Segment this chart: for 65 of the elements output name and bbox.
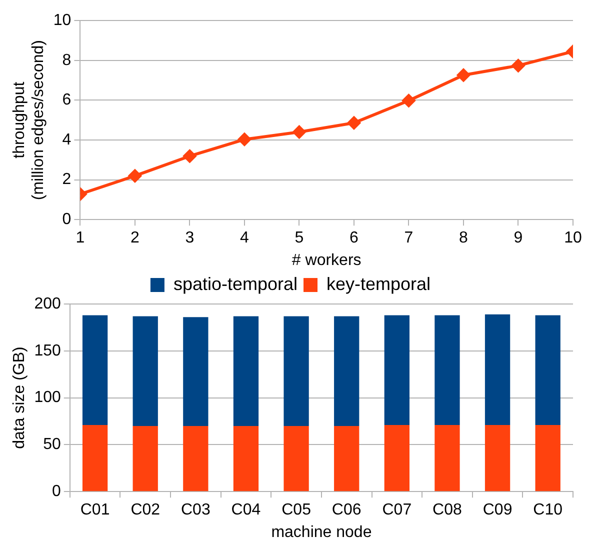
bar [384,425,410,492]
y-tick-label: 0 [62,211,72,228]
x-axis-title: machine node [271,524,372,541]
x-tick-label: C06 [332,502,362,519]
legend-label: spatio-temporal [173,274,298,294]
bar [82,315,108,425]
x-tick-label: 7 [404,230,414,247]
y-tick-label: 2 [62,171,72,188]
bar [484,425,510,492]
x-axis-title: # workers [292,252,362,269]
x-tick-label: C01 [80,502,110,519]
bar [233,316,259,426]
x-tick-label: C10 [533,502,563,519]
bar [233,426,259,492]
x-tick-label: C02 [130,502,160,519]
bar [284,316,309,426]
bar [535,425,560,492]
bar [535,315,560,425]
x-tick-label: C08 [432,502,462,519]
x-tick-label: 3 [185,230,194,247]
x-tick-label: 1 [76,230,85,247]
point [512,59,525,72]
x-tick-label: C04 [231,502,261,519]
x-tick-label: C05 [282,502,312,519]
point [128,169,142,182]
y-tick-label: 6 [62,92,72,109]
bar [82,425,108,492]
y-tick-label: 8 [62,52,72,69]
bar [434,425,460,492]
point [402,94,416,108]
y-axis-title: data size (GB) [11,346,28,449]
x-tick-label: C03 [180,502,210,519]
bar [183,317,208,426]
point [456,68,470,82]
legend-label: key-temporal [326,274,431,294]
bar [434,315,460,425]
bar [334,316,360,426]
x-tick-label: 6 [350,230,359,247]
y-tick-label: 100 [34,389,61,406]
y-axis-title: throughput (million edges/second) [11,40,48,200]
bar [183,426,208,492]
point [238,132,251,146]
bar [284,426,309,492]
y-tick-label: 10 [53,12,72,30]
bar [384,315,410,425]
bar [132,316,158,426]
x-tick-label: 2 [130,230,140,247]
y-tick-label: 0 [52,483,61,500]
bar [334,426,360,492]
x-tick-label: 4 [240,230,250,247]
x-tick-label: 9 [514,230,523,247]
x-tick-label: 10 [564,230,582,247]
x-tick-label: C07 [382,502,412,519]
point [347,116,360,130]
x-tick-label: C09 [482,502,512,519]
point [183,150,196,163]
y-tick-label: 50 [43,436,61,454]
y-tick-label: 4 [62,131,72,148]
y-tick-label: 150 [34,342,61,360]
point [292,126,306,139]
bar [132,426,158,492]
y-tick-label: 200 [34,295,61,312]
bar [484,314,510,425]
x-tick-label: 5 [294,230,304,247]
x-tick-label: 8 [459,230,468,247]
